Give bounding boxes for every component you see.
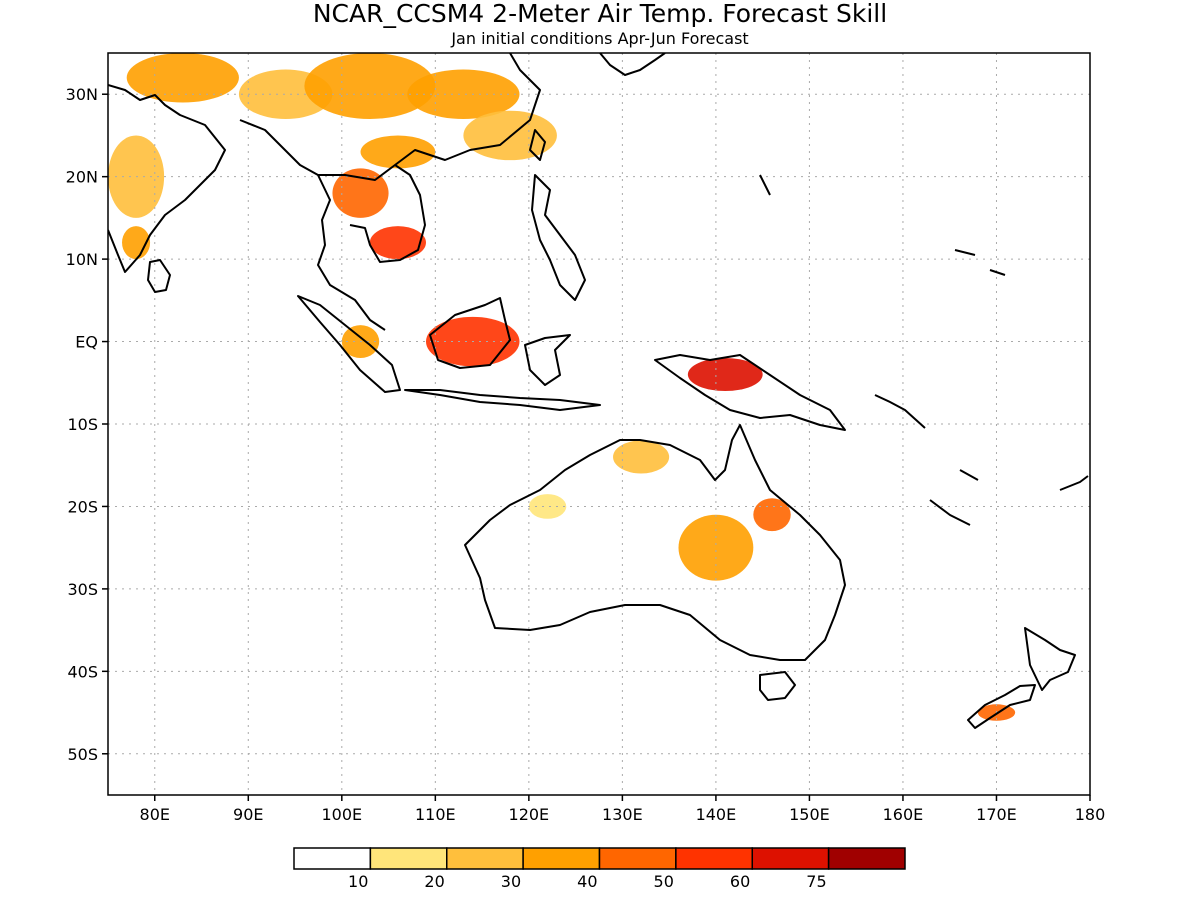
colorbar-swatch: [446, 847, 524, 870]
skill-region: [304, 53, 436, 119]
lon-tick-label: 160E: [883, 805, 924, 824]
coastlines: [108, 53, 1089, 729]
lat-tick-label: 10S: [67, 415, 98, 434]
skill-region: [360, 135, 436, 169]
lat-tick-label: 30N: [66, 85, 98, 104]
longitude-axis: 80E 90E 100E 110E 120E 130E 140E 150E 160E 170E 18…: [140, 795, 1106, 824]
skill-region: [528, 494, 567, 519]
colorbar-swatch: [369, 847, 448, 870]
colorbar-label: 50: [654, 872, 674, 891]
lon-tick-label: 100E: [321, 805, 362, 824]
coastline-australia: [464, 424, 846, 661]
colorbar-swatch: [293, 847, 372, 870]
map-title: NCAR_CCSM4 2-Meter Air Temp. Forecast Sk…: [313, 0, 887, 28]
lon-tick-label: 80E: [140, 805, 170, 824]
lat-tick-label: 40S: [67, 662, 98, 681]
coastline-islands: [759, 174, 1089, 526]
skill-region: [687, 358, 763, 392]
skill-region: [369, 226, 426, 260]
lon-tick-label: 130E: [602, 805, 643, 824]
latitude-axis: 30N 20N 10N EQ 10S 20S 30S 40S 50S: [66, 85, 108, 764]
coastline-sumatra: [297, 295, 401, 393]
lon-tick-label: 180: [1075, 805, 1106, 824]
lon-tick-label: 140E: [696, 805, 737, 824]
coastline-philippines: [531, 174, 586, 301]
colorbar: 10 20 30 40 50 60 75: [293, 847, 906, 891]
lat-tick-label: 30S: [67, 580, 98, 599]
lat-tick-label: 20N: [66, 168, 98, 187]
coastline-tasmania: [759, 671, 796, 701]
lon-tick-label: 170E: [976, 805, 1017, 824]
colorbar-label: 40: [577, 872, 597, 891]
colorbar-swatch: [751, 847, 830, 870]
colorbar-swatch: [522, 847, 601, 870]
lat-tick-label: 50S: [67, 745, 98, 764]
lon-tick-label: 110E: [415, 805, 456, 824]
coastline-new-zealand: [967, 627, 1076, 729]
colorbar-label: 20: [424, 872, 444, 891]
skill-region: [126, 53, 239, 103]
lat-tick-label: EQ: [75, 333, 98, 352]
colorbar-label: 75: [806, 872, 826, 891]
coastline-indochina: [317, 164, 426, 331]
lat-lon-grid: [108, 53, 1090, 795]
colorbar-label: 30: [501, 872, 521, 891]
lon-tick-label: 90E: [233, 805, 263, 824]
map-panel: [107, 52, 1091, 796]
lon-tick-label: 150E: [789, 805, 830, 824]
lat-tick-label: 20S: [67, 497, 98, 516]
coastline-sri-lanka: [147, 259, 171, 293]
colorbar-swatch: [598, 847, 677, 870]
coastline-sulawesi: [524, 334, 571, 386]
coastline-java: [404, 389, 601, 411]
lon-tick-label: 120E: [509, 805, 550, 824]
coastline-new-guinea: [654, 354, 846, 431]
map-subtitle: Jan initial conditions Apr-Jun Forecast: [450, 29, 748, 48]
skill-shading: [108, 53, 1016, 721]
coastline-taiwan-japan: [529, 53, 666, 161]
colorbar-label: 10: [348, 872, 368, 891]
skill-region: [678, 514, 754, 581]
colorbar-swatch: [675, 847, 753, 870]
coastline-borneo: [429, 297, 511, 369]
coastline-asia: [108, 53, 541, 273]
colorbar-swatch: [827, 847, 906, 870]
lat-tick-label: 10N: [66, 250, 98, 269]
skill-region: [613, 440, 670, 474]
colorbar-label: 60: [730, 872, 750, 891]
